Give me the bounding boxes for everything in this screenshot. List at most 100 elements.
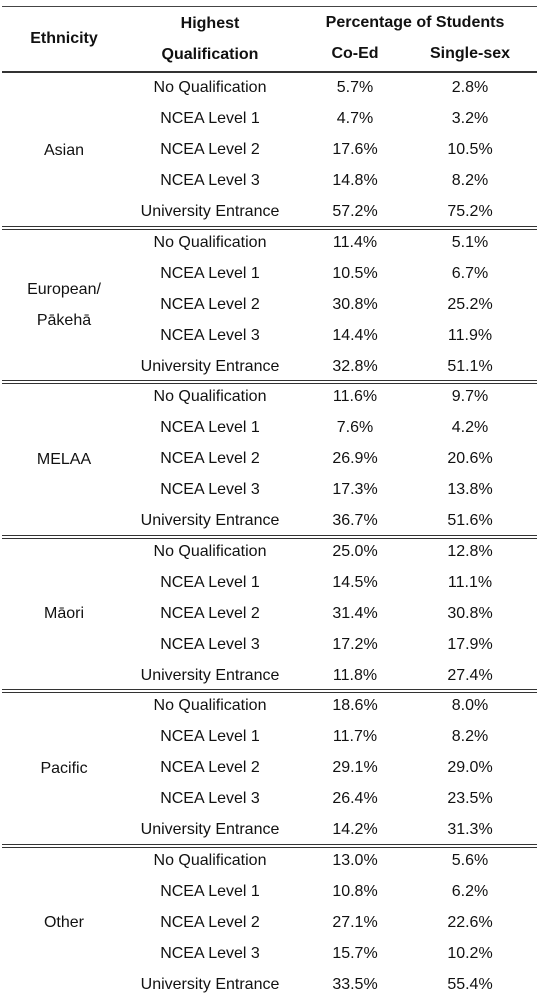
single-value: 75.2%	[447, 203, 493, 221]
header-rule	[2, 71, 537, 73]
qualification: No Qualification	[153, 697, 267, 715]
coed-value: 11.7%	[332, 728, 378, 746]
qualification: University Entrance	[140, 357, 280, 375]
qualification: NCEA Level 3	[160, 790, 260, 808]
top-rule	[2, 6, 537, 7]
qualification: NCEA Level 2	[160, 759, 260, 777]
single-value: 3.2%	[451, 110, 489, 128]
group-rule	[2, 380, 537, 384]
single-value: 51.1%	[447, 357, 493, 375]
single-value: 27.4%	[447, 666, 493, 684]
single-value: 11.9%	[447, 326, 493, 344]
single-value: 25.2%	[447, 295, 493, 313]
qualification: NCEA Level 1	[160, 264, 260, 282]
single-value: 5.1%	[451, 233, 489, 251]
single-value: 10.2%	[447, 944, 493, 962]
coed-value: 27.1%	[332, 913, 378, 931]
single-value: 23.5%	[447, 790, 493, 808]
qualification: NCEA Level 2	[160, 450, 260, 468]
single-value: 8.0%	[451, 697, 489, 715]
qualification: NCEA Level 1	[160, 882, 260, 900]
single-value: 6.2%	[451, 882, 489, 900]
qualification: No Qualification	[153, 542, 267, 560]
single-value: 2.8%	[451, 79, 489, 97]
qualification: NCEA Level 3	[160, 481, 260, 499]
qualification: University Entrance	[140, 666, 280, 684]
coed-value: 11.8%	[332, 666, 378, 684]
group-rule	[2, 225, 537, 230]
single-value: 13.8%	[447, 481, 493, 499]
single-value: 5.6%	[451, 851, 489, 869]
single-value: 55.4%	[447, 975, 493, 993]
ethnicity: Pacific	[40, 759, 88, 777]
coed-value: 17.2%	[332, 635, 378, 653]
coed-value: 57.2%	[332, 203, 378, 221]
coed-value: 26.4%	[332, 790, 378, 808]
single-value: 17.9%	[447, 635, 493, 653]
coed-value: 7.6%	[336, 419, 374, 437]
qualification: NCEA Level 2	[160, 141, 260, 159]
single-value: 10.5%	[447, 141, 493, 159]
header-single: Single-sex	[429, 45, 511, 62]
coed-value: 14.2%	[332, 821, 378, 839]
coed-value: 17.6%	[332, 141, 378, 159]
coed-value: 30.8%	[332, 295, 378, 313]
header-coed: Co-Ed	[331, 45, 379, 62]
single-value: 31.3%	[447, 821, 493, 839]
coed-value: 18.6%	[332, 697, 378, 715]
ethnicity: MELAA	[36, 450, 92, 468]
ethnicity: Asian	[43, 141, 85, 159]
coed-value: 15.7%	[332, 944, 378, 962]
qualification: NCEA Level 1	[160, 419, 260, 437]
coed-value: 36.7%	[332, 512, 378, 530]
single-value: 6.7%	[451, 264, 489, 282]
coed-value: 10.8%	[332, 882, 378, 900]
single-value: 11.1%	[447, 573, 493, 591]
single-value: 29.0%	[447, 759, 493, 777]
coed-value: 32.8%	[332, 357, 378, 375]
group-rule	[2, 689, 537, 693]
coed-value: 11.6%	[332, 388, 378, 406]
qualification: No Qualification	[153, 233, 267, 251]
single-value: 4.2%	[451, 419, 489, 437]
ethnicity: Other	[43, 914, 84, 932]
single-value: 30.8%	[447, 604, 493, 622]
qualification: NCEA Level 2	[160, 604, 260, 622]
coed-value: 17.3%	[332, 481, 378, 499]
qualification: No Qualification	[153, 388, 267, 406]
qualification: University Entrance	[140, 203, 280, 221]
coed-value: 26.9%	[332, 450, 378, 468]
qualification: NCEA Level 3	[160, 172, 260, 190]
coed-value: 31.4%	[332, 604, 378, 622]
single-value: 51.6%	[447, 512, 493, 530]
coed-value: 4.7%	[336, 110, 374, 128]
coed-value: 10.5%	[332, 264, 378, 282]
coed-value: 33.5%	[332, 975, 378, 993]
coed-value: 14.4%	[332, 326, 378, 344]
coed-value: 14.8%	[332, 172, 378, 190]
header-percentage: Percentage of Students	[325, 14, 505, 31]
coed-value: 14.5%	[332, 573, 378, 591]
group-rule	[2, 843, 537, 848]
single-value: 12.8%	[447, 542, 493, 560]
qualification: No Qualification	[153, 851, 267, 869]
qualification: NCEA Level 3	[160, 944, 260, 962]
group-rule	[2, 534, 537, 539]
qualification: NCEA Level 3	[160, 326, 260, 344]
coed-value: 29.1%	[332, 759, 378, 777]
header-qualification: Highest Qualification	[161, 15, 259, 63]
single-value: 9.7%	[451, 388, 489, 406]
qualification: NCEA Level 1	[160, 728, 260, 746]
qualification: NCEA Level 3	[160, 635, 260, 653]
coed-value: 25.0%	[332, 542, 378, 560]
qualification: No Qualification	[153, 79, 267, 97]
single-value: 8.2%	[451, 728, 489, 746]
coed-value: 11.4%	[332, 233, 378, 251]
coed-value: 13.0%	[332, 851, 378, 869]
header-ethnicity: Ethnicity	[30, 30, 98, 47]
ethnicity: Māori	[43, 605, 84, 623]
qualification: NCEA Level 1	[160, 573, 260, 591]
qualification: NCEA Level 2	[160, 913, 260, 931]
qualification: NCEA Level 2	[160, 295, 260, 313]
